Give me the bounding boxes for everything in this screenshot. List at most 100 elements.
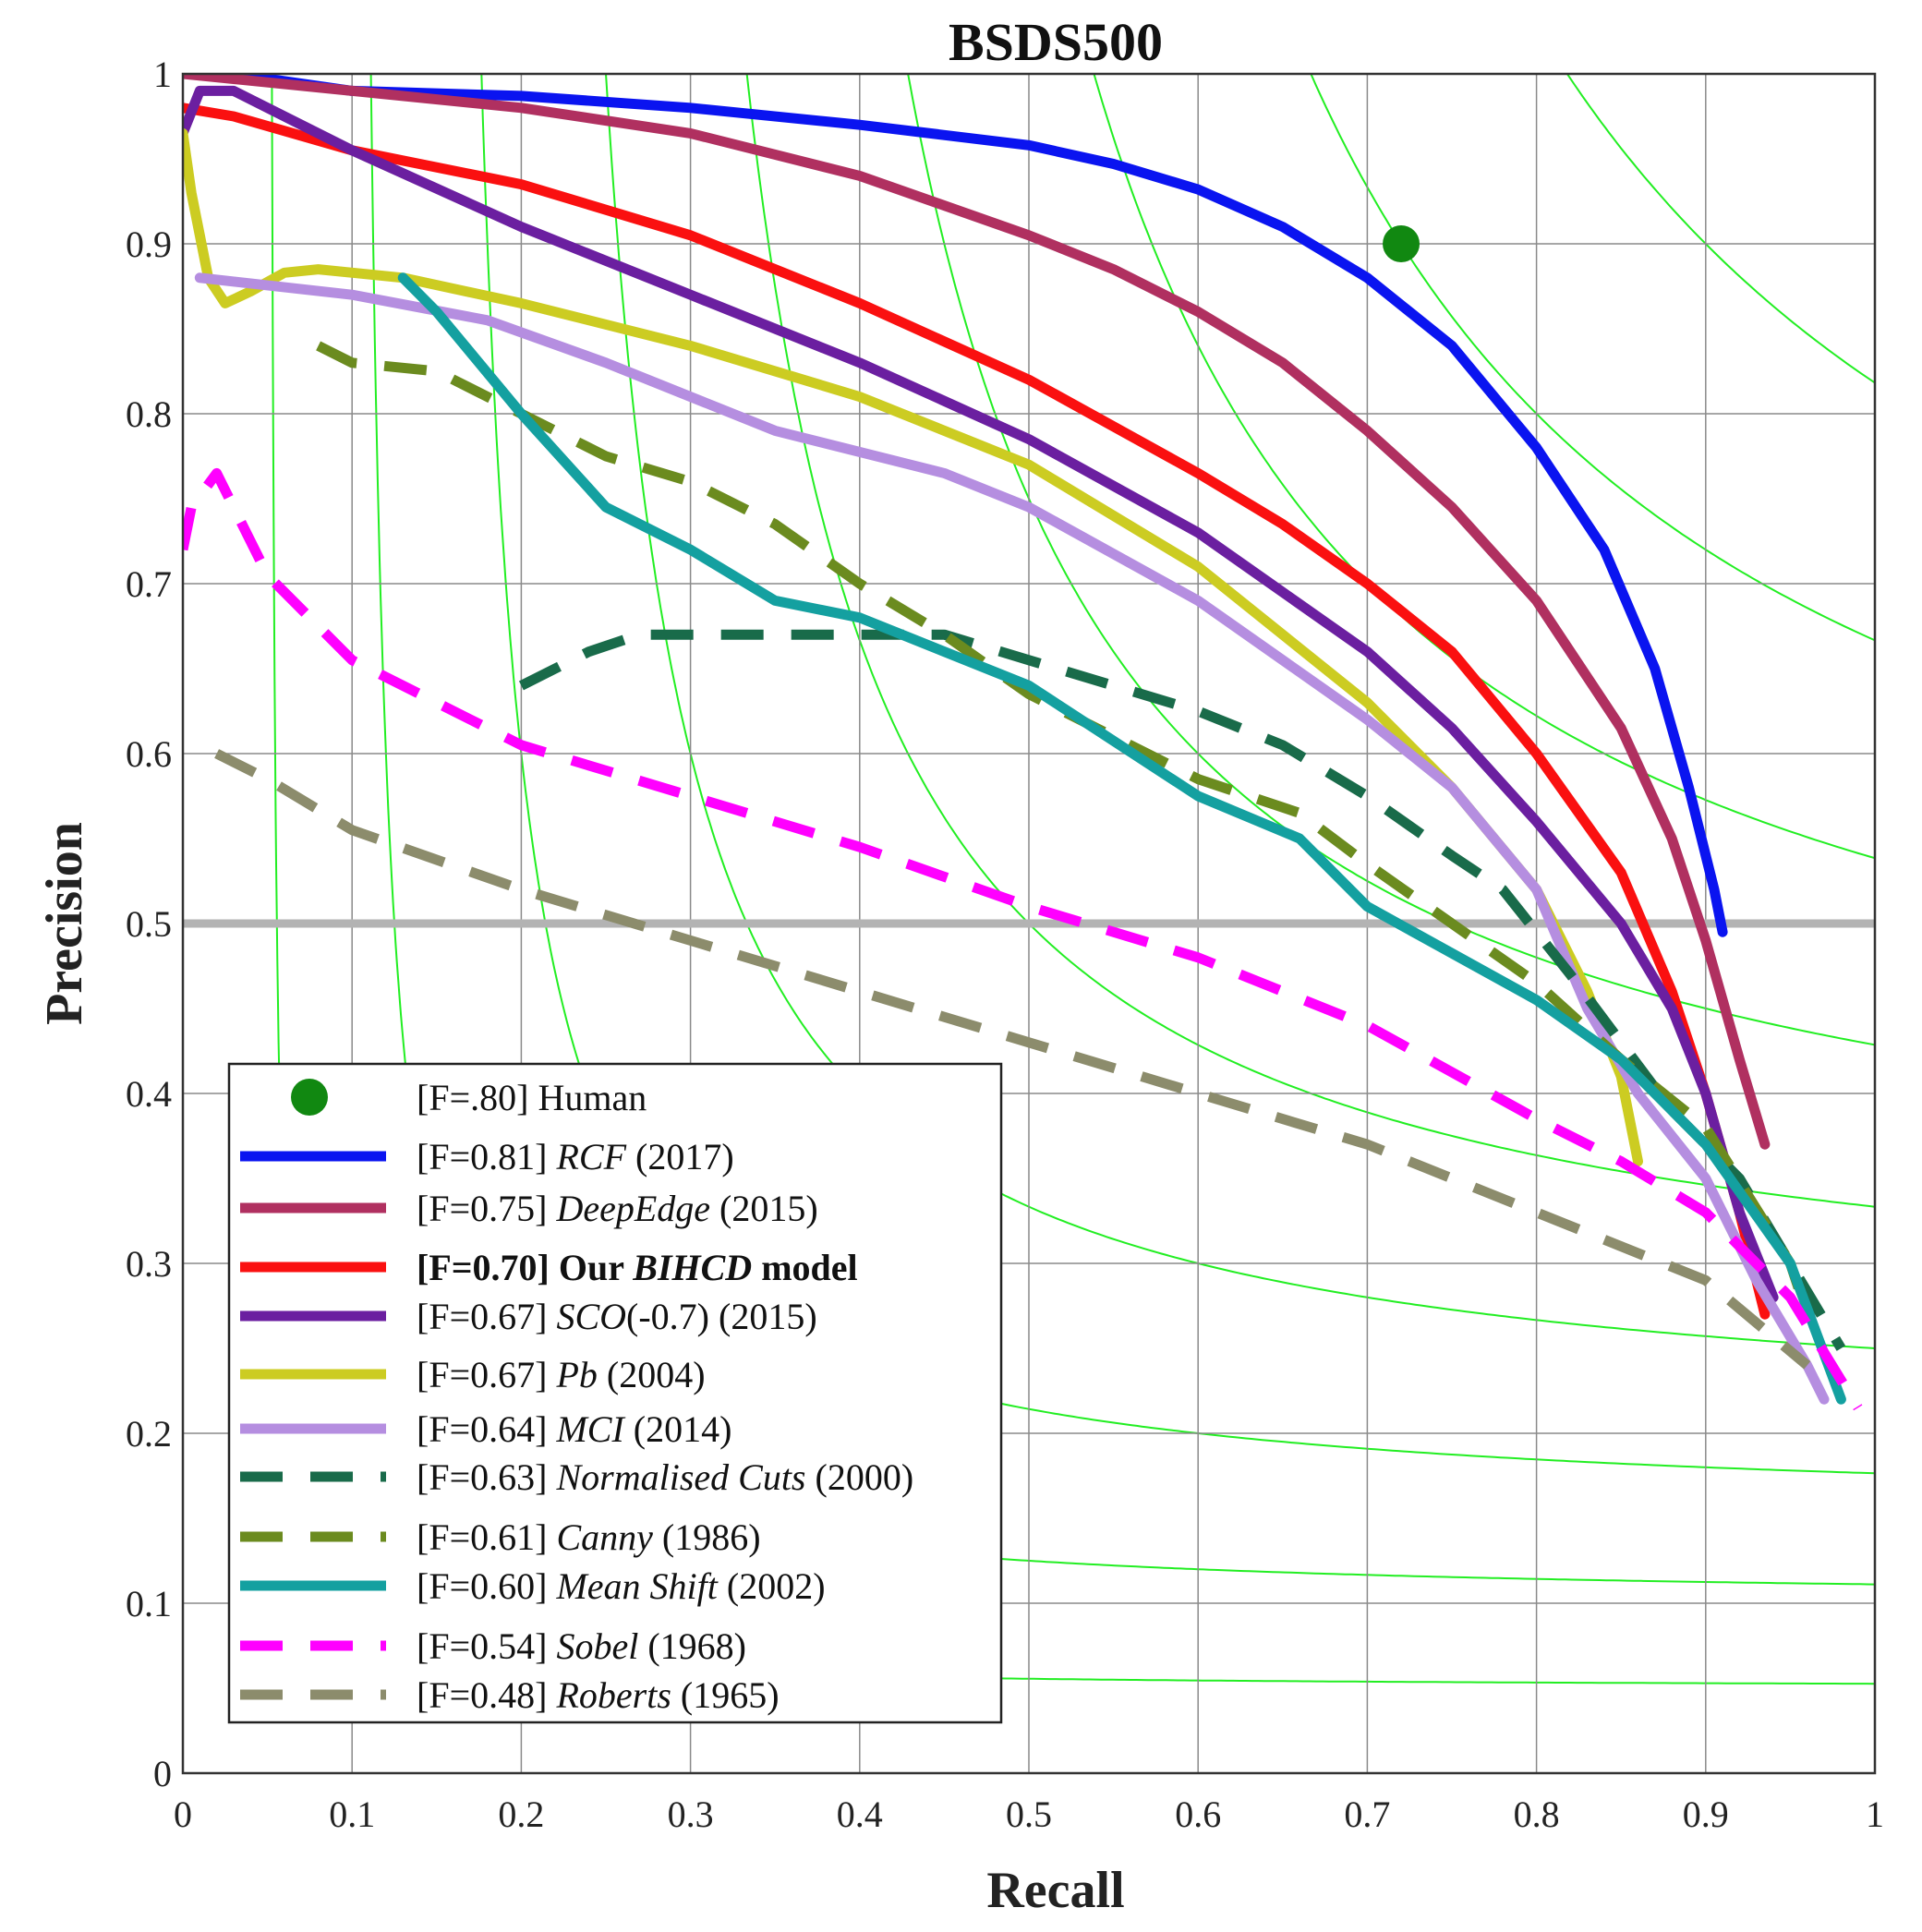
legend-item: [F=0.61] Canny (1986) — [240, 1516, 761, 1558]
y-tick-label: 0 — [153, 1753, 172, 1794]
tick-labels: 0 0.1 0.2 0.3 0.4 0.5 0.6 0.7 0.8 0.9 1 0 0.1 0.2 0.3 0… — [126, 54, 1884, 1835]
legend-f-score: [F=0.48] — [417, 1674, 556, 1716]
legend-method: BIHCD — [632, 1247, 761, 1288]
legend-swatch-human — [291, 1079, 328, 1116]
legend-year: (2015) — [709, 1296, 817, 1337]
legend-f-score: [F=0.70] — [417, 1247, 559, 1288]
legend-f-score: [F=0.67] — [417, 1354, 556, 1395]
iso-f-curve-0.8 — [1310, 74, 1875, 642]
legend-method: Our — [559, 1247, 633, 1288]
x-axis-label: Recall — [986, 1862, 1124, 1919]
legend-box — [227, 1062, 1003, 1724]
legend-year: (1965) — [671, 1674, 780, 1716]
series-line-mean-shift — [397, 272, 1846, 1405]
legend-year: (1986) — [653, 1516, 761, 1558]
legend-method: DeepEdge — [555, 1188, 710, 1229]
legend-label: [F=0.67] SCO(-0.7) (2015) — [417, 1296, 817, 1337]
legend-method: Pb — [555, 1354, 597, 1395]
legend: [F=.80] Human [F=0.81] RCF (2017) [F=0.75]… — [227, 1062, 1003, 1724]
legend-method: RCF — [555, 1136, 626, 1177]
y-tick-label: 0.4 — [126, 1073, 172, 1115]
legend-year: (2002) — [718, 1565, 826, 1607]
x-tick-label: 0.9 — [1683, 1793, 1729, 1835]
legend-method: SCO — [556, 1296, 626, 1337]
y-tick-label: 0.9 — [126, 223, 172, 265]
x-tick-label: 0.5 — [1006, 1793, 1052, 1835]
x-tick-label: 0 — [174, 1793, 192, 1835]
plot-frame — [181, 72, 1877, 1775]
legend-year: (2015) — [710, 1188, 818, 1229]
legend-item: [F=0.67] Pb (2004) — [240, 1354, 706, 1395]
legend-method: Normalised Cuts — [555, 1456, 805, 1498]
iso-f-curve-0.6 — [907, 74, 1875, 1046]
series-line-sobel — [183, 467, 1863, 1411]
y-tick-label: 0.1 — [126, 1583, 172, 1624]
legend-method: Canny — [556, 1516, 653, 1558]
legend-year: (2004) — [598, 1354, 706, 1395]
legend-f-score: [F=0.81] — [417, 1136, 556, 1177]
human-point — [1383, 225, 1420, 262]
plot-border — [181, 72, 1877, 1775]
y-tick-label: 0.5 — [126, 903, 172, 945]
legend-label: [F=0.70] Our BIHCD model — [417, 1247, 858, 1288]
legend-method: MCI — [555, 1408, 625, 1450]
legend-method: model — [761, 1247, 857, 1288]
legend-method: Roberts — [555, 1674, 671, 1716]
legend-year: (2017) — [626, 1136, 734, 1177]
chart-title: BSDS500 — [949, 12, 1163, 72]
legend-year: (2014) — [624, 1408, 732, 1450]
legend-year: (2000) — [806, 1456, 914, 1498]
legend-item: [F=0.67] SCO(-0.7) (2015) — [240, 1296, 817, 1337]
legend-f-score: [F=0.75] — [417, 1188, 556, 1229]
y-axis-label: Precision — [36, 822, 93, 1025]
series-line-rcf — [183, 74, 1728, 937]
x-tick-label: 1 — [1866, 1793, 1884, 1835]
legend-f-score: [F=.80] — [417, 1077, 538, 1118]
legend-item: [F=0.60] Mean Shift (2002) — [240, 1565, 826, 1607]
x-tick-label: 0.8 — [1514, 1793, 1560, 1835]
legend-item: [F=0.54] Sobel (1968) — [240, 1625, 746, 1667]
y-tick-label: 0.2 — [126, 1413, 172, 1455]
x-tick-label: 0.1 — [329, 1793, 375, 1835]
iso-f-curve-0.7 — [1093, 74, 1875, 860]
legend-f-score: [F=0.60] — [417, 1565, 556, 1607]
legend-item: [F=0.70] Our BIHCD model — [240, 1247, 858, 1288]
iso-f-curve-0.9 — [1565, 74, 1875, 384]
legend-item: [F=.80] Human — [291, 1077, 647, 1118]
legend-label: [F=0.67] Pb (2004) — [417, 1354, 706, 1395]
legend-item: [F=0.75] DeepEdge (2015) — [240, 1188, 818, 1229]
legend-method: Sobel — [556, 1625, 638, 1667]
legend-item: [F=0.64] MCI (2014) — [240, 1408, 731, 1450]
legend-label: [F=0.60] Mean Shift (2002) — [417, 1565, 826, 1607]
series-line-roberts — [214, 749, 1811, 1370]
legend-label: [F=0.64] MCI (2014) — [417, 1408, 731, 1450]
legend-item: [F=0.48] Roberts (1965) — [240, 1674, 780, 1716]
series-layer — [183, 74, 1863, 1411]
series-line-mci — [194, 272, 1830, 1405]
legend-method: Human — [538, 1077, 647, 1118]
legend-label: [F=0.75] DeepEdge (2015) — [417, 1188, 818, 1229]
series-line-deepedge — [183, 74, 1771, 1150]
y-tick-label: 0.6 — [126, 733, 172, 775]
legend-f-score: [F=0.64] — [417, 1408, 556, 1450]
legend-method: Mean Shift — [555, 1565, 718, 1607]
x-tick-label: 0.2 — [498, 1793, 544, 1835]
legend-label: [F=0.54] Sobel (1968) — [417, 1625, 746, 1667]
series-line-sco-0-7- — [183, 85, 1779, 1303]
legend-f-score: [F=0.63] — [417, 1456, 556, 1498]
x-tick-label: 0.6 — [1175, 1793, 1221, 1835]
y-tick-label: 0.8 — [126, 393, 172, 435]
iso-f-curve-0.5 — [745, 74, 1875, 1208]
legend-f-score: [F=0.67] — [417, 1296, 556, 1337]
x-tick-label: 0.7 — [1344, 1793, 1390, 1835]
legend-item: [F=0.63] Normalised Cuts (2000) — [240, 1456, 913, 1498]
legend-label: [F=0.48] Roberts (1965) — [417, 1674, 780, 1716]
x-tick-label: 0.3 — [668, 1793, 714, 1835]
y-tick-label: 1 — [153, 54, 172, 95]
legend-method: (-0.7) — [626, 1296, 709, 1337]
y-tick-label: 0.7 — [126, 563, 172, 605]
legend-f-score: [F=0.61] — [417, 1516, 556, 1558]
x-tick-label: 0.4 — [837, 1793, 883, 1835]
human-layer — [1383, 225, 1420, 262]
y-tick-label: 0.3 — [126, 1243, 172, 1285]
